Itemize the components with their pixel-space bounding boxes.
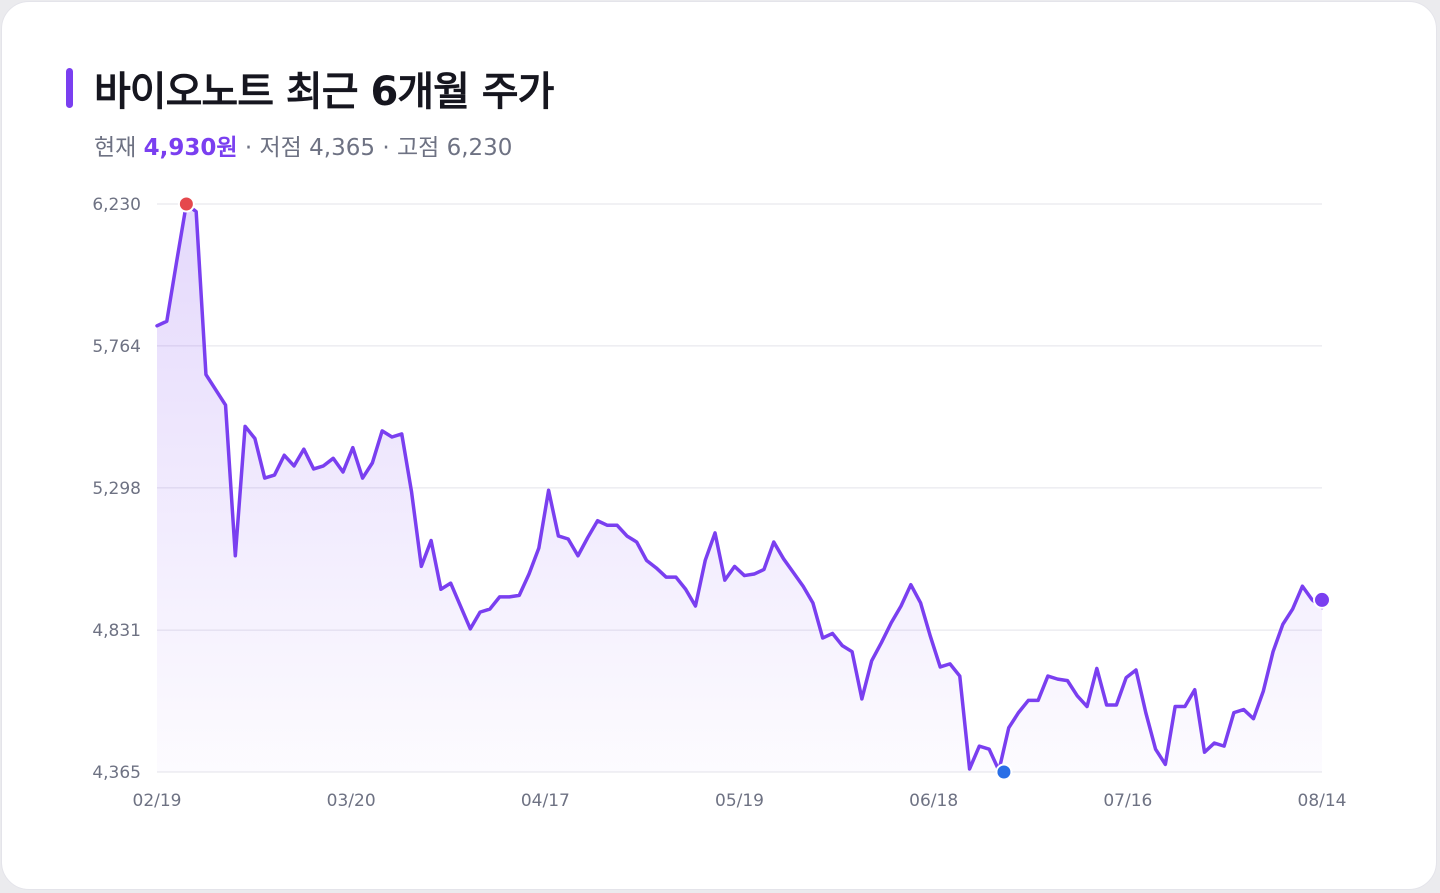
price-area-fill — [157, 204, 1322, 772]
low-point-marker — [995, 763, 1013, 781]
x-tick-label: 07/16 — [1103, 791, 1152, 811]
x-tick-label: 04/17 — [521, 791, 570, 811]
chart-subtitle: 현재 4,930원 · 저점 4,365 · 고점 6,230 — [94, 128, 512, 162]
separator: · — [244, 135, 253, 161]
high-point-marker — [177, 195, 195, 213]
current-price: 4,930원 — [143, 135, 238, 161]
x-tick-label: 06/18 — [909, 791, 958, 811]
y-tick-label: 5,298 — [92, 479, 141, 499]
low-label: 저점 — [259, 135, 302, 161]
high-label: 고점 — [396, 135, 440, 161]
high-price: 6,230 — [446, 135, 513, 161]
current-label: 현재 — [94, 135, 137, 161]
y-tick-label: 4,365 — [92, 763, 141, 783]
separator: · — [382, 135, 390, 161]
price-line — [155, 202, 1324, 773]
y-tick-label: 6,230 — [92, 195, 141, 215]
title-accent-bar — [66, 68, 73, 108]
y-tick-label: 4,831 — [92, 621, 141, 641]
chart-title: 바이오노트 최근 6개월 주가 — [94, 69, 554, 115]
x-tick-label: 08/14 — [1298, 791, 1347, 811]
y-tick-label: 5,764 — [92, 337, 141, 357]
x-tick-label: 05/19 — [715, 791, 764, 811]
title-row: 바이오노트 최근 6개월 주가 — [66, 62, 554, 115]
current-point-marker — [1313, 590, 1331, 609]
low-price: 4,365 — [309, 135, 375, 161]
x-tick-label: 02/19 — [133, 791, 182, 811]
x-tick-label: 03/20 — [327, 791, 376, 811]
